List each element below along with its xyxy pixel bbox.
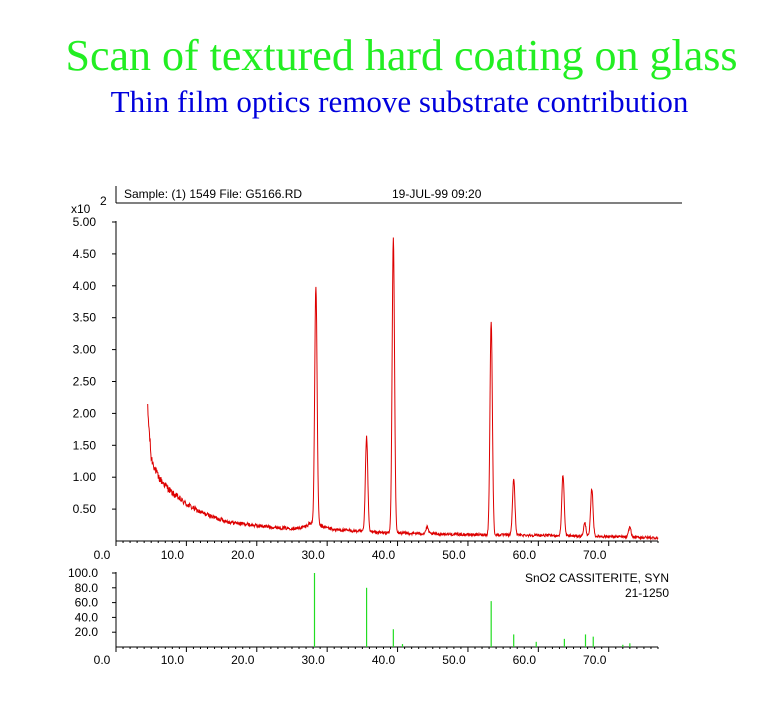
ref-y-tick-label: 20.0 (75, 625, 99, 639)
ref-x-tick-label: 20.0 (231, 653, 255, 667)
ref-y-tick-label: 100.0 (68, 566, 98, 580)
y-tick-label: 3.00 (73, 343, 97, 357)
x-tick-label: 70.0 (583, 548, 607, 562)
ref-x-tick-label: 30.0 (301, 653, 325, 667)
y-tick-label: 4.00 (73, 279, 97, 293)
x-tick-label: 0.0 (94, 548, 111, 562)
sample-header: Sample: (1) 1549 File: G5166.RD (124, 187, 302, 201)
y-tick-label: 0.50 (73, 502, 97, 516)
ref-x-tick-label: 70.0 (583, 653, 607, 667)
y-tick-label: 1.00 (73, 470, 97, 484)
y-tick-label: 2.00 (73, 406, 97, 420)
y-tick-label: 1.50 (73, 438, 97, 452)
ref-x-tick-label: 0.0 (94, 653, 111, 667)
y-tick-label: 2.50 (73, 375, 97, 389)
y-multiplier: x10 (71, 202, 91, 216)
y-exponent: 2 (100, 194, 107, 208)
reference-card-number: 21-1250 (625, 586, 669, 600)
y-tick-label: 4.50 (73, 247, 97, 261)
ref-x-tick-label: 60.0 (513, 653, 537, 667)
page-title: Scan of textured hard coating on glass (65, 31, 738, 80)
date-header: 19-JUL-99 09:20 (392, 187, 482, 201)
x-tick-label: 60.0 (513, 548, 537, 562)
x-tick-label: 50.0 (442, 548, 466, 562)
ref-x-tick-label: 10.0 (161, 653, 185, 667)
diffraction-pattern-line (147, 237, 659, 541)
page-subtitle: Thin film optics remove substrate contri… (110, 84, 689, 119)
x-tick-label: 10.0 (161, 548, 185, 562)
ref-x-tick-label: 40.0 (372, 653, 396, 667)
x-tick-label: 40.0 (372, 548, 396, 562)
x-tick-label: 20.0 (231, 548, 255, 562)
x-tick-label: 30.0 (301, 548, 325, 562)
y-tick-label: 5.00 (73, 215, 97, 229)
reference-plot: 100.080.060.040.020.0 0.0 10.0 20.0 30.0 40.… (68, 566, 669, 667)
ref-y-tick-label: 40.0 (75, 610, 99, 624)
y-tick-label: 3.50 (73, 311, 97, 325)
reference-label: SnO2 CASSITERITE, SYN (525, 571, 669, 585)
ref-x-tick-label: 50.0 (442, 653, 466, 667)
ref-y-tick-label: 60.0 (75, 596, 99, 610)
ref-y-tick-label: 80.0 (75, 581, 99, 595)
main-plot: 2 Sample: (1) 1549 File: G5166.RD 19-JUL… (71, 186, 682, 562)
